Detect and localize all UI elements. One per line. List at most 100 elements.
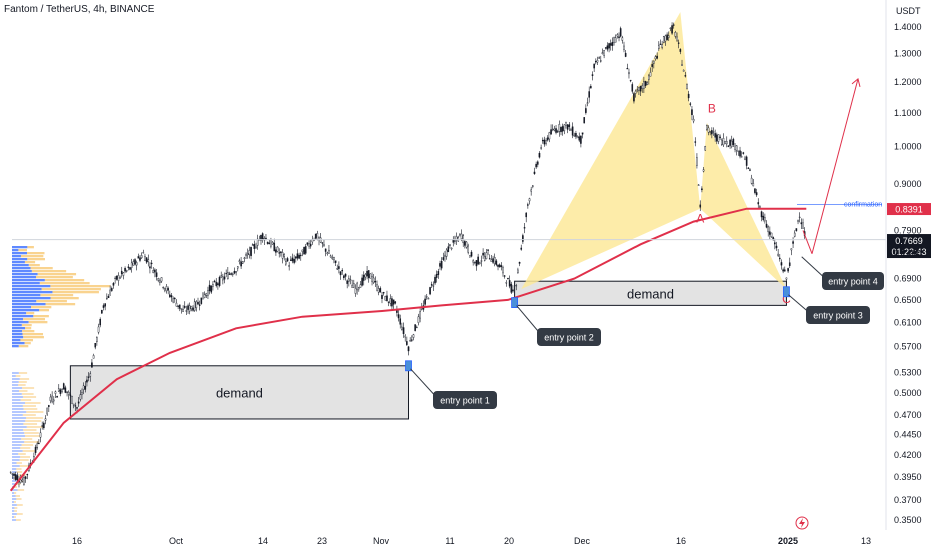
candle-body (172, 298, 174, 303)
candle-body (387, 301, 390, 303)
candle-body (563, 124, 566, 131)
vp-bar-up (12, 336, 24, 339)
y-tick-label: 0.7900 (894, 225, 922, 235)
vp-bar-up (12, 312, 27, 315)
candle-body (299, 254, 302, 257)
vp-bar-down (20, 339, 33, 342)
candle-body (507, 278, 509, 280)
candle-body (185, 310, 188, 312)
candle-body (712, 131, 715, 133)
candle-body (759, 206, 761, 208)
candle-body (782, 269, 784, 272)
currency-label: USDT (896, 6, 921, 16)
candle-body (427, 298, 430, 300)
x-tick-label: 13 (861, 536, 871, 546)
vp-bar-up (12, 261, 25, 264)
candle-body (334, 260, 337, 263)
candle-body (190, 306, 193, 310)
candle-body (122, 272, 125, 276)
y-tick-label: 0.4450 (894, 430, 922, 440)
candle-body (43, 422, 45, 429)
candle-body (750, 177, 753, 184)
vp-bar-up (12, 414, 23, 416)
vp-bar-up (12, 387, 23, 389)
candle-body (228, 273, 231, 275)
candle-body (293, 259, 295, 263)
candle-body (788, 262, 791, 266)
lightning-icon-glyph (799, 518, 805, 528)
vp-bar-down (25, 327, 32, 330)
vp-bar-up (12, 324, 22, 327)
vp-bar-down (16, 498, 22, 500)
candle-body (641, 85, 644, 89)
vp-bar-down (14, 510, 17, 512)
candle-body (742, 152, 745, 154)
candle-body (475, 260, 478, 267)
candle-body (359, 284, 362, 288)
candle-body (543, 139, 546, 145)
vp-bar-up (12, 255, 21, 258)
candle-body (745, 156, 748, 166)
candle-body (218, 277, 221, 286)
candle-body (371, 276, 373, 282)
candle-body (183, 305, 186, 308)
candle-body (662, 36, 665, 44)
candle-body (599, 60, 602, 62)
candle-body (245, 253, 247, 256)
candle-body (629, 79, 632, 82)
x-tick-label: 16 (676, 536, 686, 546)
candle-body (656, 55, 658, 59)
candle-body (596, 59, 599, 63)
candle-body (538, 152, 541, 158)
candle-body (160, 277, 163, 282)
x-tick-label: 20 (504, 536, 514, 546)
y-tick-label: 0.9000 (894, 179, 922, 189)
entry-marker (511, 297, 518, 309)
y-tick-label: 0.3700 (894, 495, 922, 505)
candle-body (527, 204, 529, 206)
candle-body (480, 260, 483, 262)
candle-body (356, 282, 358, 291)
candle-body (658, 45, 660, 49)
candle-body (130, 262, 133, 268)
candle-body (558, 124, 561, 132)
candle-body (760, 211, 763, 218)
candle-body (326, 252, 329, 255)
candle-body (790, 248, 793, 251)
candle-body (792, 241, 794, 244)
candle-body (271, 241, 274, 245)
price-axis: USDT 1.4000 1.3000 1.2000 1.1000 1.0000 0.9000… (885, 0, 922, 530)
lightning-icon[interactable] (795, 516, 809, 530)
candle-body (604, 47, 607, 49)
candle-body (266, 241, 269, 244)
candle-body (102, 305, 105, 308)
candle-body (91, 362, 93, 368)
candle-body (52, 399, 55, 402)
candle-body (571, 126, 574, 136)
vp-bar-up (12, 516, 14, 518)
candle-body (346, 280, 348, 284)
candle-body (399, 318, 402, 325)
projection-arrow-leg (802, 230, 813, 254)
candle-body (493, 257, 496, 265)
candle-body (644, 81, 647, 87)
candle-body (711, 130, 713, 135)
candle-body (97, 326, 100, 333)
candle-body (397, 314, 400, 319)
candle-body (253, 243, 256, 249)
vp-bar-down (52, 291, 99, 294)
candle-body (147, 259, 150, 262)
candle-body (154, 269, 156, 273)
candle-body (488, 258, 491, 260)
candle-body (361, 277, 363, 286)
candle-body (701, 188, 703, 191)
vp-bar-up (12, 399, 21, 401)
candle-body (793, 232, 796, 237)
vp-bar-up (12, 258, 28, 261)
candle-body (624, 52, 627, 57)
candle-body (430, 284, 433, 286)
candle-body (278, 252, 281, 254)
entry-callout (433, 391, 497, 409)
pattern-point-label: B (708, 102, 716, 116)
